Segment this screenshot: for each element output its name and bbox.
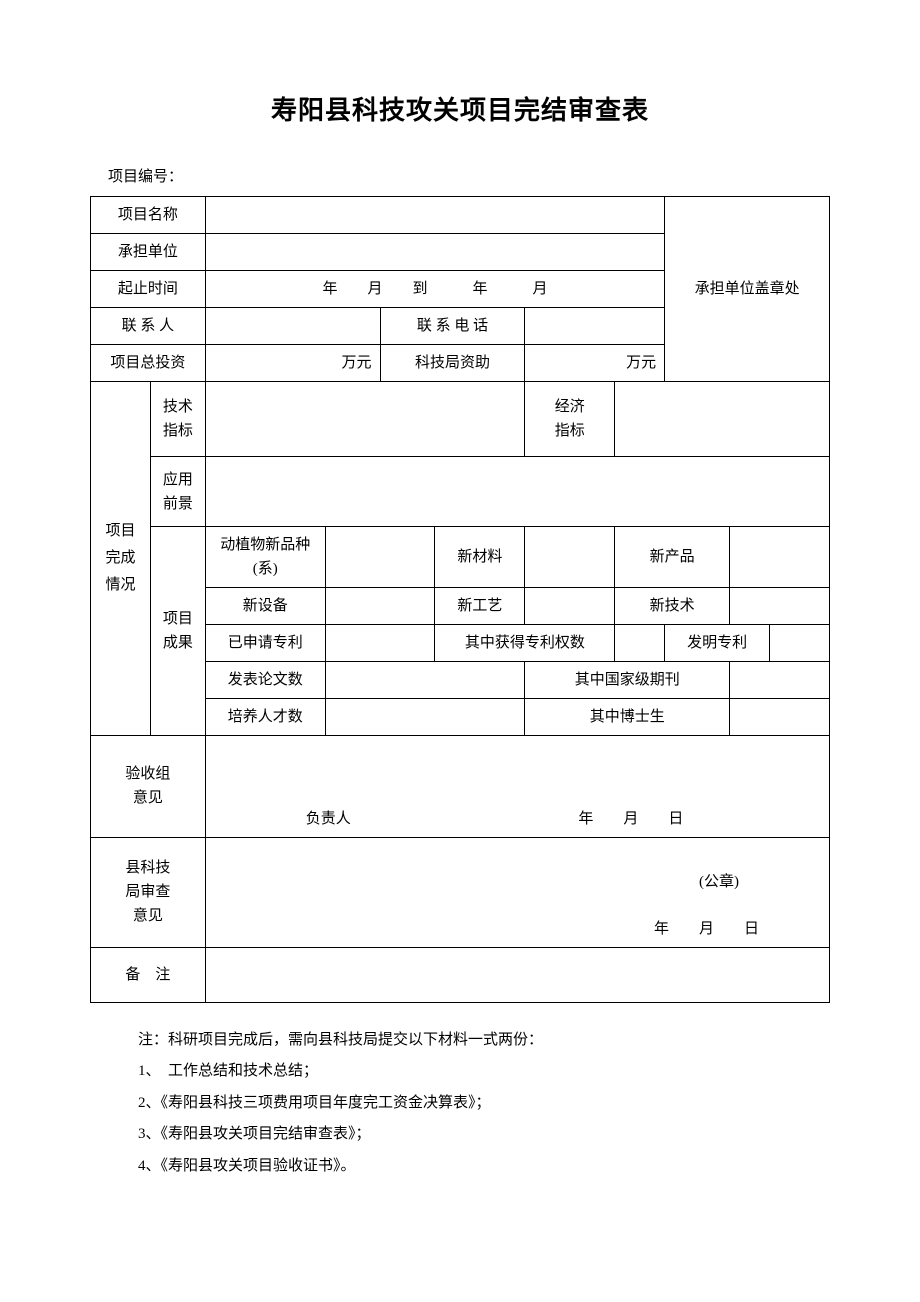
- label-undertake-unit: 承担单位: [91, 234, 206, 271]
- field-date-range[interactable]: 年 月 到 年 月: [205, 271, 664, 308]
- field-undertake-unit[interactable]: [205, 234, 664, 271]
- label-app-prospect: 应用 前景: [150, 457, 205, 527]
- label-proj-result: 项目 成果: [150, 527, 205, 736]
- note-3: 3、《寿阳县攻关项目完结审查表》；: [138, 1119, 830, 1151]
- label-project-name: 项目名称: [91, 197, 206, 234]
- page-title: 寿阳县科技攻关项目完结审查表: [90, 90, 830, 127]
- field-new-tech[interactable]: [730, 588, 830, 625]
- field-new-process[interactable]: [525, 588, 615, 625]
- label-contact: 联 系 人: [91, 308, 206, 345]
- field-paper-count[interactable]: [325, 662, 525, 699]
- label-doctor-count: 其中博士生: [525, 699, 730, 736]
- notes-section: 注：科研项目完成后，需向县科技局提交以下材料一式两份： 1、 工作总结和技术总结…: [90, 1025, 830, 1183]
- field-new-breed[interactable]: [325, 527, 435, 588]
- field-accept-group[interactable]: [205, 736, 829, 801]
- field-applied-patent[interactable]: [325, 625, 435, 662]
- field-total-invest[interactable]: 万元: [205, 345, 380, 382]
- field-project-name[interactable]: [205, 197, 664, 234]
- stamp-area: 承担单位盖章处: [665, 197, 830, 382]
- label-phone: 联 系 电 话: [380, 308, 525, 345]
- field-new-product[interactable]: [730, 527, 830, 588]
- field-app-prospect[interactable]: [205, 457, 829, 527]
- label-new-equip: 新设备: [205, 588, 325, 625]
- label-responsible: 负责人: [306, 811, 351, 827]
- label-applied-patent: 已申请专利: [205, 625, 325, 662]
- review-form-table: 项目名称 承担单位盖章处 承担单位 起止时间 年 月 到 年 月 联 系 人 联…: [90, 196, 830, 1003]
- label-new-breed: 动植物新品种(系): [205, 527, 325, 588]
- bureau-seal-area: (公章): [205, 837, 829, 900]
- field-bureau-fund[interactable]: 万元: [525, 345, 665, 382]
- label-start-end: 起止时间: [91, 271, 206, 308]
- label-paper-count: 发表论文数: [205, 662, 325, 699]
- field-phone[interactable]: [525, 308, 665, 345]
- label-invent-patent: 发明专利: [665, 625, 770, 662]
- field-talent-count[interactable]: [325, 699, 525, 736]
- field-doctor-count[interactable]: [730, 699, 830, 736]
- note-1: 1、 工作总结和技术总结；: [138, 1056, 830, 1088]
- note-4: 4、《寿阳县攻关项目验收证书》。: [138, 1151, 830, 1183]
- field-econ-index[interactable]: [615, 382, 830, 457]
- label-completion: 项目 完成 情况: [91, 382, 151, 736]
- field-contact[interactable]: [205, 308, 380, 345]
- label-total-invest: 项目总投资: [91, 345, 206, 382]
- field-patent-rights[interactable]: [615, 625, 665, 662]
- notes-intro: 注：科研项目完成后，需向县科技局提交以下材料一式两份：: [138, 1025, 830, 1057]
- label-talent-count: 培养人才数: [205, 699, 325, 736]
- label-accept-group: 验收组 意见: [91, 736, 206, 838]
- label-patent-rights: 其中获得专利权数: [435, 625, 615, 662]
- label-new-tech: 新技术: [615, 588, 730, 625]
- accept-date: 年 月 日: [578, 811, 683, 827]
- field-remark[interactable]: [205, 947, 829, 1002]
- field-tech-index[interactable]: [205, 382, 525, 457]
- field-new-material[interactable]: [525, 527, 615, 588]
- label-tech-index: 技术 指标: [150, 382, 205, 457]
- bureau-date-line: 年 月 日: [205, 900, 829, 947]
- label-bureau-review: 县科技 局审查 意见: [91, 837, 206, 947]
- label-remark: 备 注: [91, 947, 206, 1002]
- field-invent-patent[interactable]: [770, 625, 830, 662]
- field-new-equip[interactable]: [325, 588, 435, 625]
- label-bureau-fund: 科技局资助: [380, 345, 525, 382]
- label-new-material: 新材料: [435, 527, 525, 588]
- note-2: 2、《寿阳县科技三项费用项目年度完工资金决算表》；: [138, 1088, 830, 1120]
- project-number-label: 项目编号：: [90, 165, 830, 186]
- label-nat-journal: 其中国家级期刊: [525, 662, 730, 699]
- label-econ-index: 经济 指标: [525, 382, 615, 457]
- field-nat-journal[interactable]: [730, 662, 830, 699]
- label-new-process: 新工艺: [435, 588, 525, 625]
- accept-sign-line: 负责人 年 月 日: [205, 801, 829, 838]
- label-new-product: 新产品: [615, 527, 730, 588]
